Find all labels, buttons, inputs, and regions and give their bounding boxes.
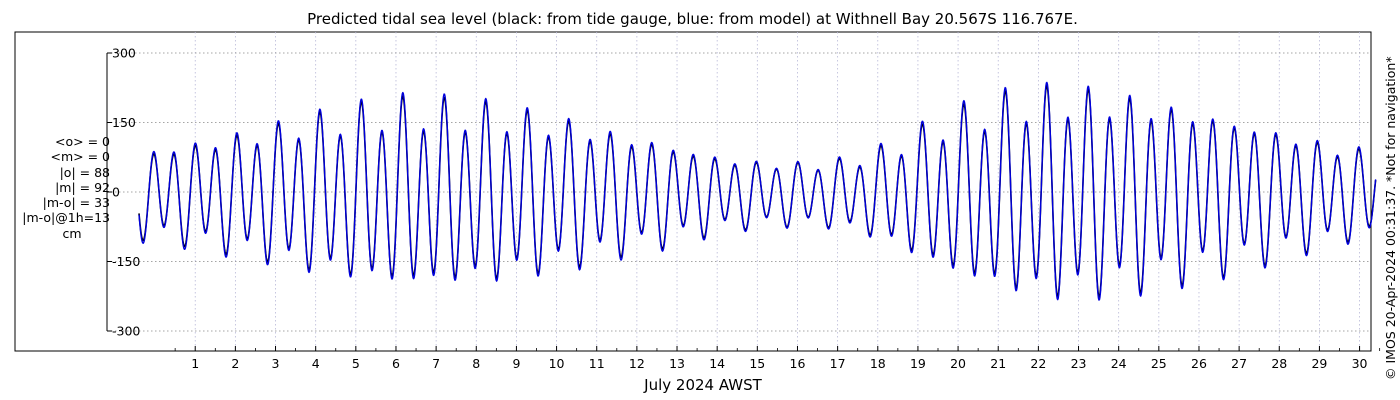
credit-note: © IMOS 20-Apr-2024 00:31:37. *Not for na… <box>1383 56 1398 380</box>
x-tick-label: 28 <box>1271 356 1287 371</box>
x-tick-label: 29 <box>1311 356 1327 371</box>
y-tick-label: 300 <box>112 46 136 61</box>
x-tick-label: 26 <box>1191 356 1207 371</box>
stat-abs-diff-1h: |m-o|@1h=13 <box>22 210 110 226</box>
x-tick-label: 12 <box>629 356 645 371</box>
x-tick-label: 6 <box>392 356 400 371</box>
stat-abs-observed: |o| = 88 <box>59 164 110 180</box>
x-tick-label: 9 <box>512 356 520 371</box>
x-tick-label: 16 <box>790 356 806 371</box>
plot-frame <box>14 31 1372 352</box>
x-tick-label: 4 <box>312 356 320 371</box>
x-tick-label: 22 <box>1030 356 1046 371</box>
x-tick-label: 24 <box>1111 356 1127 371</box>
x-tick-label: 30 <box>1352 356 1368 371</box>
x-tick-label: 2 <box>231 356 239 371</box>
x-tick-label: 10 <box>549 356 565 371</box>
stats-panel: <o> = 0 <m> = 0 |o| = 88 |m| = 92 |m-o| … <box>10 134 110 241</box>
y-tick-label: -150 <box>112 254 140 269</box>
x-tick-label: 21 <box>990 356 1006 371</box>
x-tick-label: 17 <box>830 356 846 371</box>
x-tick-label: 20 <box>950 356 966 371</box>
y-tick-label: 0 <box>112 185 120 200</box>
x-tick-label: 14 <box>709 356 725 371</box>
x-axis-label: July 2024 AWST <box>643 376 762 394</box>
stat-abs-model: |m| = 92 <box>55 179 110 195</box>
chart-title: Predicted tidal sea level (black: from t… <box>307 10 1078 28</box>
x-tick-label: 11 <box>589 356 605 371</box>
x-tick-label: 5 <box>352 356 360 371</box>
x-tick-label: 23 <box>1071 356 1087 371</box>
stat-abs-diff: |m-o| = 33 <box>42 195 110 211</box>
y-tick-label: 150 <box>112 115 136 130</box>
x-tick-label: 8 <box>472 356 480 371</box>
series-line-model <box>138 81 1377 301</box>
y-tick-label: -300 <box>112 323 140 338</box>
stat-unit: cm <box>62 225 82 241</box>
x-tick-label: 13 <box>669 356 685 371</box>
x-tick-label: 19 <box>910 356 926 371</box>
x-tick-label: 15 <box>749 356 765 371</box>
x-tick-label: 25 <box>1151 356 1167 371</box>
x-tick-label: 27 <box>1231 356 1247 371</box>
x-tick-label: 1 <box>191 356 199 371</box>
x-tick-label: 7 <box>432 356 440 371</box>
x-tick-label: 18 <box>870 356 886 371</box>
x-tick-label: 3 <box>272 356 280 371</box>
stat-mean-observed: <o> = 0 <box>55 134 110 149</box>
stat-mean-model: <m> = 0 <box>50 149 111 165</box>
